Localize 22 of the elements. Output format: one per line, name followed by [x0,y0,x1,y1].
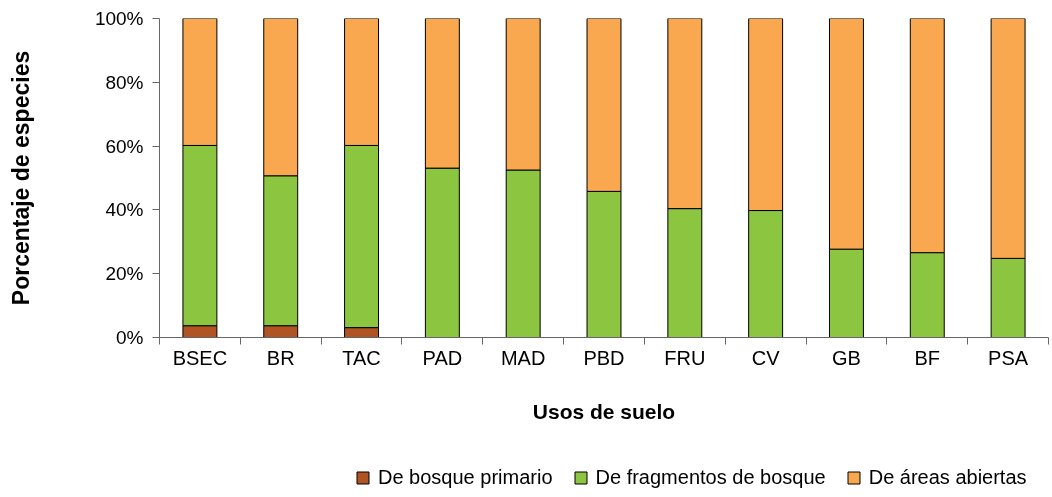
x-tick-label: PAD [422,346,463,369]
y-tick-label: 60% [105,135,144,157]
legend-label: De bosque primario [378,466,553,489]
x-tick-label: PBD [583,346,625,369]
x-tick-label: CV [751,346,781,369]
x-tick-label: MAD [500,346,546,369]
x-tick-label: PSA [988,346,1029,369]
x-tick-label: BR [266,346,295,369]
y-tick-label: 20% [105,263,144,285]
x-tick-label: GB [832,346,861,369]
legend-label: De fragmentos de bosque [595,466,826,489]
y-axis-title: Porcentaje de especies [7,50,34,306]
y-tick-label: 80% [105,71,144,93]
y-tick-label: 0% [116,327,144,348]
legend-label: De áreas abiertas [868,466,1027,489]
y-tick-label: 100% [94,8,144,29]
x-tick-label: BF [914,346,941,369]
x-tick-label: BSEC [172,346,228,369]
y-tick-label: 40% [105,199,144,221]
x-axis-title: Usos de suelo [532,399,676,423]
x-tick-label: FRU [664,346,706,369]
x-tick-label: TAC [342,346,381,369]
